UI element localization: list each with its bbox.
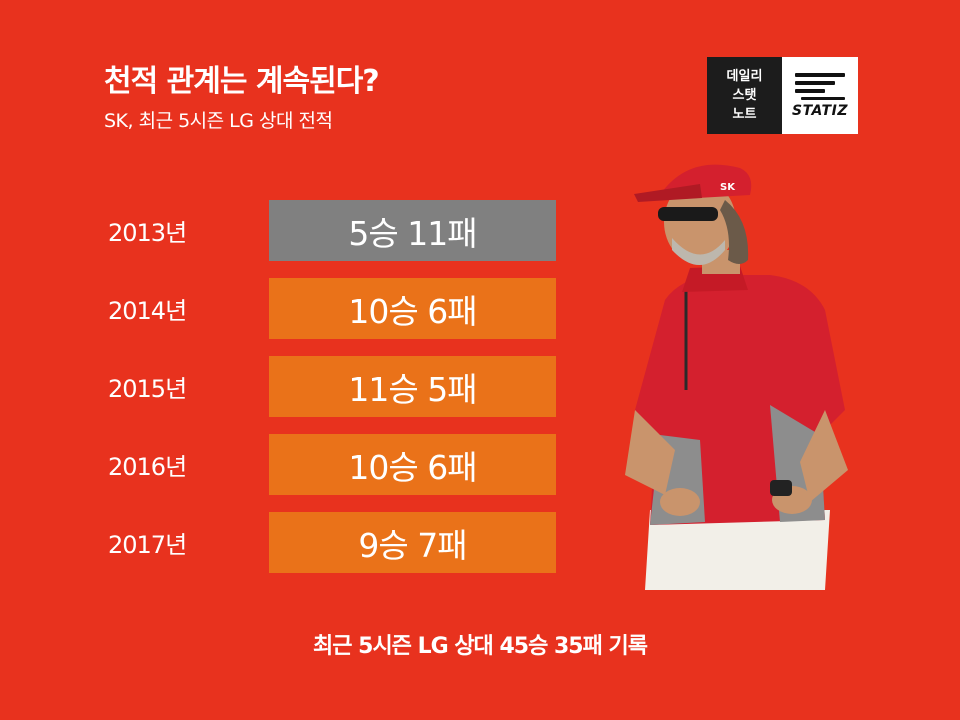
subtitle: SK, 최근 5시즌 LG 상대 전적 [104,110,333,132]
svg-text:SK: SK [720,182,736,193]
summary-footer: 최근 5시즌 LG 상대 45승 35패 기록 [313,634,648,659]
record-year: 2015년 [108,375,187,403]
record-bar: 10승 6패 [269,278,556,339]
record-bar: 5승 11패 [269,200,556,261]
record-year: 2013년 [108,219,187,247]
record-year: 2016년 [108,453,187,481]
record-row: 2016년 10승 6패 [108,433,556,496]
record-year: 2014년 [108,297,187,325]
manager-photo: SK [625,164,848,590]
title: 천적 관계는 계속된다? [104,64,380,99]
daily-stat-note-statiz-logo: 데일리 스탯 노트 STATIZ [707,57,858,134]
logo-line-1: 데일리 [726,69,763,84]
record-bar: 11승 5패 [269,356,556,417]
record-bar: 10승 6패 [269,434,556,495]
record-row: 2014년 10승 6패 [108,277,556,340]
record-row: 2015년 11승 5패 [108,355,556,418]
record-row: 2013년 5승 11패 [108,199,556,262]
logo-line-3: 노트 [732,107,757,122]
logo-line-2: 스탯 [732,88,757,103]
daily-stat-note-badge: 데일리 스탯 노트 [707,57,782,134]
statiz-badge: STATIZ [782,57,858,134]
statiz-wordmark: STATIZ [792,102,848,119]
record-year: 2017년 [108,531,187,559]
record-row: 2017년 9승 7패 [108,511,556,574]
records-list: 2013년 5승 11패 2014년 10승 6패 2015년 11승 5패 2… [108,199,556,589]
speed-lines-icon [795,72,845,100]
record-bar: 9승 7패 [269,512,556,573]
